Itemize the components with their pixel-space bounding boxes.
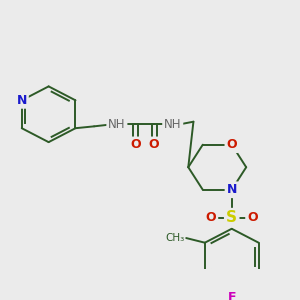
Text: NH: NH [164, 118, 182, 131]
Text: NH: NH [108, 118, 126, 131]
Text: O: O [149, 138, 159, 152]
Text: O: O [247, 211, 258, 224]
Text: CH₃: CH₃ [165, 233, 184, 243]
Text: O: O [226, 138, 237, 151]
Text: N: N [226, 183, 237, 196]
Text: F: F [227, 291, 236, 300]
Text: O: O [130, 138, 141, 152]
Text: N: N [16, 94, 27, 107]
Text: S: S [226, 210, 237, 225]
Text: O: O [206, 211, 216, 224]
